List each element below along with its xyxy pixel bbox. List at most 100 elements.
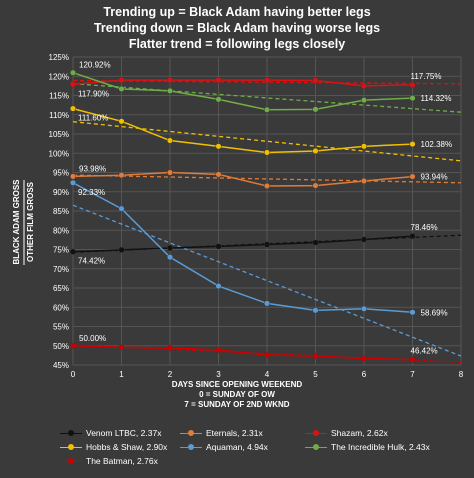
data-point bbox=[166, 137, 174, 144]
data-point bbox=[118, 172, 125, 179]
data-point bbox=[409, 233, 416, 240]
data-point bbox=[312, 307, 319, 314]
legend-swatch-icon bbox=[305, 429, 327, 437]
legend-label: The Batman, 2.76x bbox=[86, 456, 158, 466]
legend-swatch-icon bbox=[180, 429, 202, 437]
x-axis-title-line-3: 7 = SUNDAY OF 2ND WKND bbox=[184, 400, 290, 409]
data-point bbox=[118, 118, 125, 125]
data-point bbox=[409, 356, 416, 363]
x-tick-label: 8 bbox=[459, 370, 464, 379]
series-line bbox=[72, 171, 413, 187]
data-point bbox=[215, 171, 222, 178]
header-line-1: Trending up = Black Adam having better l… bbox=[103, 5, 371, 19]
data-label: 102.38% bbox=[421, 140, 453, 149]
legend-label: Aquaman, 4.94x bbox=[206, 442, 268, 452]
data-point bbox=[409, 309, 416, 316]
data-label-layer: 74.42% 78.46% 93.98% 93.94% 117.90% 117.75% 11… bbox=[78, 61, 452, 356]
data-label: 93.98% bbox=[79, 164, 106, 173]
data-point bbox=[69, 81, 77, 88]
data-point bbox=[263, 77, 271, 84]
y-axis-title: BLACK ADAM GROSS OTHER FILM GROSS bbox=[12, 179, 35, 265]
axis-layer: 45%50%55%60%65%70%75%80%85%90%95%100%105… bbox=[49, 53, 464, 379]
data-label: 58.69% bbox=[421, 308, 448, 317]
legend-swatch-icon bbox=[180, 443, 202, 451]
data-point bbox=[69, 105, 77, 112]
data-label: 114.32% bbox=[421, 94, 452, 103]
data-point bbox=[166, 169, 174, 176]
y-axis-title-bottom: OTHER FILM GROSS bbox=[26, 181, 35, 262]
y-tick-label: 85% bbox=[53, 207, 69, 216]
series-line bbox=[72, 79, 413, 87]
trendline bbox=[72, 174, 462, 184]
data-point bbox=[312, 106, 319, 113]
x-tick-label: 1 bbox=[119, 370, 124, 379]
data-point bbox=[263, 300, 271, 307]
data-point bbox=[166, 254, 174, 261]
data-point bbox=[360, 236, 368, 243]
data-point bbox=[215, 96, 222, 103]
data-point bbox=[118, 205, 125, 212]
legend-item: Aquaman, 4.94x bbox=[180, 442, 305, 452]
x-tick-label: 4 bbox=[265, 370, 270, 379]
legend-item: Hobbs & Shaw, 2.90x bbox=[60, 442, 180, 452]
legend-swatch-icon bbox=[60, 429, 82, 437]
y-tick-label: 90% bbox=[53, 188, 69, 197]
data-point bbox=[263, 182, 271, 190]
data-label: 78.46% bbox=[411, 223, 438, 232]
data-point bbox=[360, 97, 368, 104]
legend-item: Shazam, 2.62x bbox=[305, 428, 470, 438]
legend-item: The Batman, 2.76x bbox=[60, 456, 180, 466]
y-tick-label: 45% bbox=[53, 361, 69, 370]
data-point bbox=[263, 241, 271, 248]
data-point bbox=[215, 346, 222, 354]
data-point bbox=[409, 141, 416, 148]
data-label: 117.75% bbox=[411, 72, 442, 81]
trendline bbox=[72, 204, 462, 357]
data-point bbox=[69, 173, 77, 180]
data-point bbox=[166, 244, 174, 252]
data-label: 46.42% bbox=[411, 347, 438, 356]
data-point bbox=[69, 69, 77, 76]
data-point bbox=[118, 77, 125, 84]
header-line-2: Trending down = Black Adam having worse … bbox=[93, 21, 381, 35]
chart-header: Trending up = Black Adam having better l… bbox=[0, 4, 474, 52]
grid-layer bbox=[72, 56, 462, 366]
data-point bbox=[263, 106, 271, 113]
data-point bbox=[215, 283, 222, 290]
x-axis-title-line-1: DAYS SINCE OPENING WEEKEND bbox=[171, 380, 303, 389]
data-point bbox=[312, 147, 319, 154]
series-line bbox=[72, 71, 413, 111]
x-axis-title: DAYS SINCE OPENING WEEKEND 0 = SUNDAY OF… bbox=[0, 380, 474, 410]
y-tick-label: 95% bbox=[53, 169, 69, 178]
data-point bbox=[215, 77, 222, 84]
data-point bbox=[69, 179, 77, 186]
legend-swatch-icon bbox=[60, 443, 82, 451]
legend-swatch-icon bbox=[305, 443, 327, 451]
y-tick-label: 60% bbox=[53, 303, 69, 312]
y-tick-label: 120% bbox=[49, 72, 69, 81]
x-tick-label: 5 bbox=[313, 370, 318, 379]
chart-legend: Venom LTBC, 2.37x Eternals, 2.31x Shazam, … bbox=[60, 428, 470, 466]
y-axis-title-top: BLACK ADAM GROSS bbox=[12, 179, 21, 265]
data-label: 93.94% bbox=[421, 173, 448, 182]
series-layer bbox=[69, 69, 416, 363]
series-line bbox=[72, 107, 413, 154]
data-point bbox=[69, 342, 77, 349]
y-tick-label: 125% bbox=[49, 53, 69, 62]
y-tick-label: 50% bbox=[53, 342, 69, 351]
legend-label: The Incredible Hulk, 2.43x bbox=[331, 442, 430, 452]
x-axis-title-line-2: 0 = SUNDAY OF OW bbox=[199, 390, 275, 399]
data-point bbox=[312, 182, 319, 189]
data-point bbox=[312, 239, 319, 246]
data-point bbox=[215, 243, 222, 250]
legend-item: The Incredible Hulk, 2.43x bbox=[305, 442, 470, 452]
y-tick-label: 80% bbox=[53, 226, 69, 235]
data-point bbox=[166, 77, 174, 84]
data-label: 74.42% bbox=[78, 257, 105, 266]
series-line bbox=[72, 345, 413, 361]
data-point bbox=[215, 143, 222, 150]
data-point bbox=[263, 149, 271, 156]
data-point bbox=[69, 248, 77, 255]
x-tick-label: 3 bbox=[216, 370, 221, 379]
